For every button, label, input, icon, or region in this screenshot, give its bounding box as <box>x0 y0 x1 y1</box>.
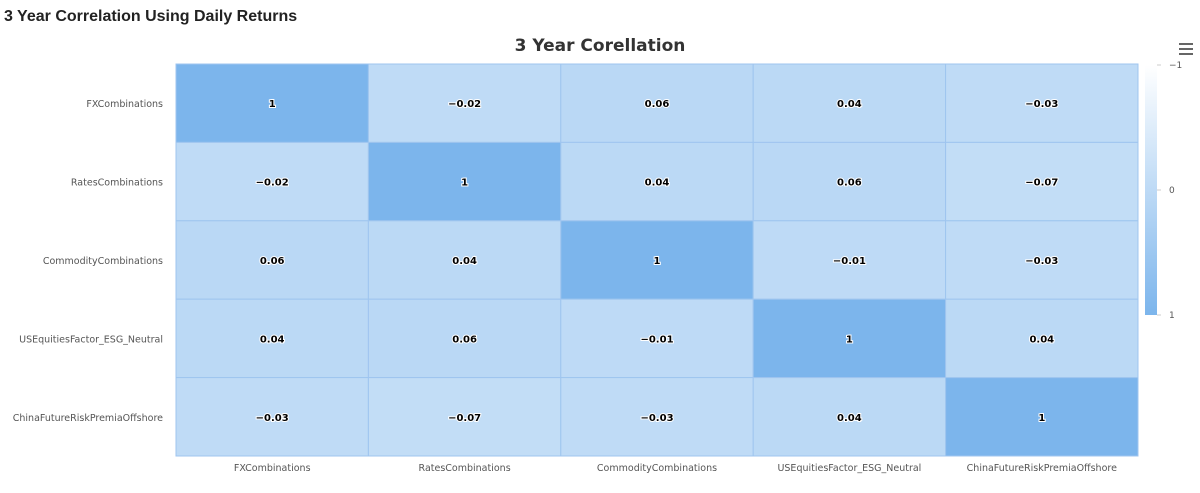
heatmap-cell <box>945 298 1139 379</box>
heatmap-cell <box>752 220 947 300</box>
x-axis-label: RatesCombinations <box>419 463 511 474</box>
cell-value-label: −0.02 <box>448 99 481 110</box>
heatmap-cell <box>945 377 1139 457</box>
hamburger-menu-icon[interactable] <box>1177 41 1195 57</box>
cell-value-label: 0.04 <box>452 256 477 267</box>
heatmap-cell <box>752 141 947 222</box>
cell-value-label: −0.03 <box>256 413 289 424</box>
cell-value-label: −0.01 <box>640 334 673 345</box>
heatmap-cell <box>560 220 754 300</box>
color-axis-tick-label: 0 <box>1169 186 1175 196</box>
cell-value-label: 0.04 <box>837 99 862 110</box>
cell-value-label: 1 <box>1038 413 1045 424</box>
heatmap-cell <box>945 63 1139 143</box>
cell-value-label: 0.04 <box>260 334 285 345</box>
page-heading: 3 Year Correlation Using Daily Returns <box>4 8 298 25</box>
heatmap-cell <box>752 63 947 143</box>
cell-value-label: −0.02 <box>256 178 289 189</box>
heatmap-cell <box>175 298 369 379</box>
cell-value-label: 0.06 <box>260 256 285 267</box>
cell-value-label: −0.03 <box>1025 256 1058 267</box>
heatmap-cell <box>752 298 947 379</box>
heatmap-cell <box>560 298 754 379</box>
cell-value-label: 0.04 <box>645 178 670 189</box>
y-axis-label: RatesCombinations <box>71 178 163 189</box>
cell-value-label: 1 <box>269 99 276 110</box>
y-axis-label: FXCombinations <box>86 99 163 110</box>
color-axis-tick-label: −1 <box>1169 61 1182 71</box>
x-axis-label: CommodityCombinations <box>597 463 717 474</box>
cell-value-label: −0.07 <box>1025 178 1058 189</box>
heatmap-cell <box>752 377 947 457</box>
y-axis-label: USEquitiesFactor_ESG_Neutral <box>19 334 163 345</box>
cell-value-label: −0.03 <box>640 413 673 424</box>
chart-title: 3 Year Corellation <box>514 36 686 56</box>
heatmap-cell <box>175 377 369 457</box>
heatmap-cell <box>367 141 562 222</box>
cell-value-label: 1 <box>461 178 468 189</box>
x-axis-label: ChinaFutureRiskPremiaOffshore <box>967 463 1117 474</box>
y-axis-label: ChinaFutureRiskPremiaOffshore <box>13 413 163 424</box>
heatmap-cell <box>367 298 562 379</box>
y-axis-label: CommodityCombinations <box>43 256 163 267</box>
heatmap-cell <box>945 220 1139 300</box>
heatmap-cell <box>560 63 754 143</box>
cell-value-label: 0.04 <box>837 413 862 424</box>
cell-value-label: −0.03 <box>1025 99 1058 110</box>
heatmap-cell <box>175 220 369 300</box>
x-axis-label: USEquitiesFactor_ESG_Neutral <box>777 463 921 474</box>
heatmap-cell <box>367 377 562 457</box>
color-axis-bar <box>1145 65 1157 315</box>
color-axis-tick-label: 1 <box>1169 311 1175 321</box>
cell-value-label: 0.06 <box>452 334 477 345</box>
cell-value-label: 0.06 <box>645 99 670 110</box>
cell-value-label: 0.06 <box>837 178 862 189</box>
cell-value-label: −0.07 <box>448 413 481 424</box>
heatmap-cell <box>175 63 369 143</box>
heatmap-cell <box>367 63 562 143</box>
heatmap-cell <box>367 220 562 300</box>
heatmap-cell <box>945 141 1139 222</box>
cell-value-label: 1 <box>654 256 661 267</box>
cell-value-label: 0.04 <box>1029 334 1054 345</box>
x-axis-label: FXCombinations <box>234 463 311 474</box>
cell-value-label: 1 <box>846 334 853 345</box>
cell-value-label: −0.01 <box>833 256 866 267</box>
